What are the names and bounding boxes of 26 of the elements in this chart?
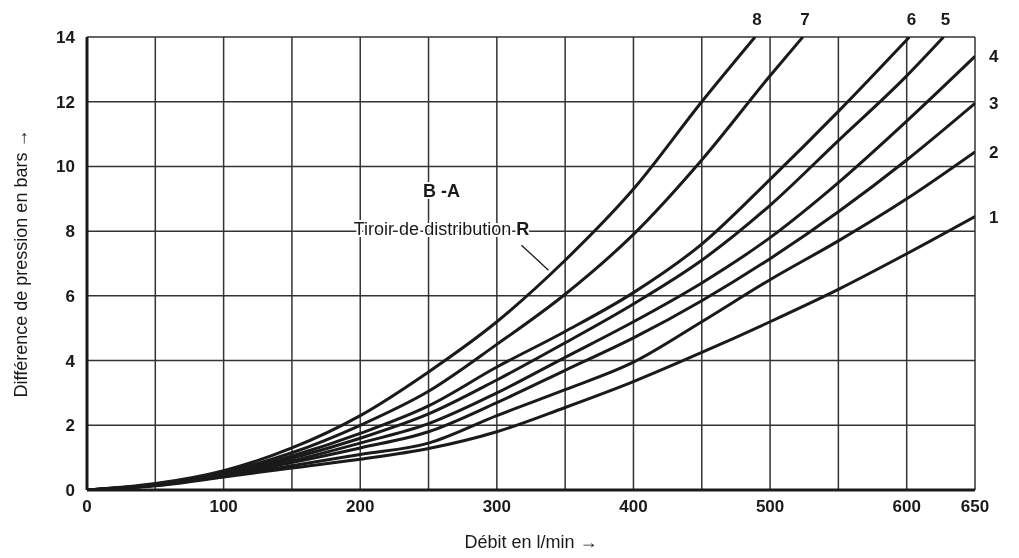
series-label: 1 [989,207,999,227]
series-label: 6 [906,10,917,29]
series-label: 8 [752,10,762,29]
series-label: 3 [989,94,999,114]
x-tick-label: 0 [82,497,92,517]
series-label: 4 [989,47,999,67]
y-tick-label: 10 [56,157,75,177]
x-tick-label: 400 [619,497,648,517]
x-tick-label: 650 [960,497,990,517]
x-axis-title: Débit en l/min → [464,532,598,552]
y-tick-label: 0 [65,481,75,501]
y-axis-title: Différence de pression en bars → [11,129,32,398]
x-tick-label: 300 [482,497,512,517]
y-tick-label: 12 [56,92,75,112]
y-tick-label: 14 [56,28,76,48]
x-tick-label: 200 [346,497,375,517]
x-tick-label: 100 [209,497,238,517]
series-label: 7 [800,10,810,29]
series-label: 5 [940,10,951,29]
series-label: 2 [989,142,999,162]
y-tick-label: 8 [65,222,75,242]
y-tick-label: 4 [65,351,76,371]
x-tick-label: 500 [755,497,785,517]
y-tick-label: 6 [65,286,75,306]
x-tick-label: 600 [892,497,921,517]
y-tick-label: 2 [65,416,75,436]
